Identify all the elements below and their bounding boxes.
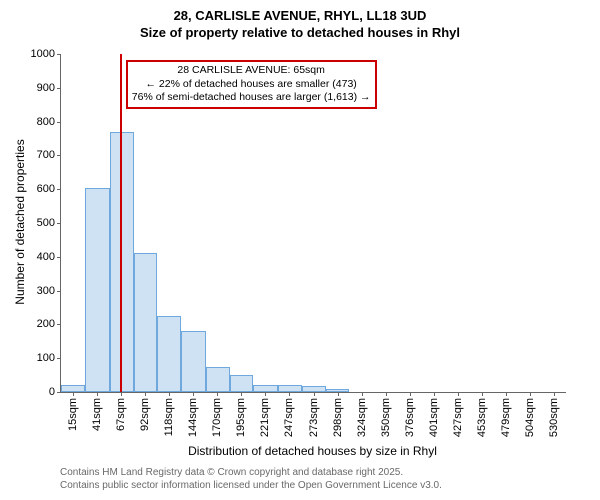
- y-tick-mark: [57, 223, 61, 224]
- y-tick-mark: [57, 155, 61, 156]
- annotation-callout: 28 CARLISLE AVENUE: 65sqm← 22% of detach…: [126, 60, 377, 109]
- x-tick-mark: [410, 392, 411, 396]
- annotation-line3: 76% of semi-detached houses are larger (…: [132, 91, 371, 105]
- histogram-bar: [253, 385, 277, 392]
- x-tick-mark: [145, 392, 146, 396]
- histogram-bar: [61, 385, 85, 392]
- x-tick-mark: [169, 392, 170, 396]
- x-tick-mark: [482, 392, 483, 396]
- y-tick-mark: [57, 257, 61, 258]
- attribution-footer: Contains HM Land Registry data © Crown c…: [60, 466, 442, 492]
- x-tick-label: 453sqm: [476, 398, 488, 437]
- x-tick-mark: [121, 392, 122, 396]
- x-tick-mark: [434, 392, 435, 396]
- x-tick-mark: [314, 392, 315, 396]
- histogram-bar: [134, 253, 157, 392]
- y-tick-mark: [57, 88, 61, 89]
- y-tick-mark: [57, 324, 61, 325]
- x-tick-mark: [554, 392, 555, 396]
- x-tick-mark: [217, 392, 218, 396]
- y-tick-mark: [57, 392, 61, 393]
- annotation-line2: ← 22% of detached houses are smaller (47…: [132, 78, 371, 92]
- histogram-bar: [302, 386, 326, 392]
- x-tick-label: 504sqm: [524, 398, 536, 437]
- x-tick-label: 350sqm: [380, 398, 392, 437]
- reference-marker-line: [120, 54, 122, 392]
- y-tick-mark: [57, 291, 61, 292]
- x-tick-mark: [289, 392, 290, 396]
- x-tick-label: 401sqm: [428, 398, 440, 437]
- y-tick-mark: [57, 358, 61, 359]
- x-tick-label: 530sqm: [548, 398, 560, 437]
- x-tick-label: 247sqm: [283, 398, 295, 437]
- x-tick-label: 427sqm: [452, 398, 464, 437]
- histogram-bar: [85, 188, 109, 392]
- chart-plot-area: 0100200300400500600700800900100015sqm41s…: [60, 54, 566, 393]
- y-tick-mark: [57, 189, 61, 190]
- histogram-bar: [206, 367, 230, 392]
- x-tick-mark: [97, 392, 98, 396]
- x-tick-label: 41sqm: [91, 398, 103, 431]
- x-tick-label: 221sqm: [259, 398, 271, 437]
- x-tick-mark: [265, 392, 266, 396]
- y-tick-mark: [57, 122, 61, 123]
- title-line1: 28, CARLISLE AVENUE, RHYL, LL18 3UD: [0, 8, 600, 25]
- title-line2: Size of property relative to detached ho…: [0, 25, 600, 42]
- x-tick-label: 479sqm: [500, 398, 512, 437]
- x-tick-label: 298sqm: [332, 398, 344, 437]
- footer-line2: Contains public sector information licen…: [60, 479, 442, 492]
- x-tick-label: 324sqm: [356, 398, 368, 437]
- x-tick-label: 92sqm: [139, 398, 151, 431]
- x-tick-label: 273sqm: [308, 398, 320, 437]
- x-tick-mark: [338, 392, 339, 396]
- x-tick-label: 144sqm: [187, 398, 199, 437]
- x-tick-label: 170sqm: [211, 398, 223, 437]
- x-tick-mark: [193, 392, 194, 396]
- footer-line1: Contains HM Land Registry data © Crown c…: [60, 466, 442, 479]
- annotation-line1: 28 CARLISLE AVENUE: 65sqm: [132, 64, 371, 78]
- y-tick-mark: [57, 54, 61, 55]
- x-tick-label: 67sqm: [115, 398, 127, 431]
- histogram-bar: [181, 331, 205, 392]
- x-tick-label: 15sqm: [67, 398, 79, 431]
- x-tick-mark: [386, 392, 387, 396]
- x-tick-label: 195sqm: [235, 398, 247, 437]
- x-tick-mark: [362, 392, 363, 396]
- x-tick-mark: [458, 392, 459, 396]
- x-tick-label: 376sqm: [404, 398, 416, 437]
- x-tick-mark: [506, 392, 507, 396]
- y-axis-label: Number of detached properties: [13, 53, 27, 391]
- chart-title: 28, CARLISLE AVENUE, RHYL, LL18 3UD Size…: [0, 0, 600, 42]
- histogram-bar: [326, 389, 349, 392]
- x-tick-label: 118sqm: [163, 398, 175, 436]
- histogram-bar: [278, 385, 302, 392]
- histogram-bar: [157, 316, 181, 392]
- histogram-bar: [230, 375, 253, 392]
- x-axis-label: Distribution of detached houses by size …: [60, 444, 565, 458]
- x-tick-mark: [530, 392, 531, 396]
- x-tick-mark: [241, 392, 242, 396]
- x-tick-mark: [73, 392, 74, 396]
